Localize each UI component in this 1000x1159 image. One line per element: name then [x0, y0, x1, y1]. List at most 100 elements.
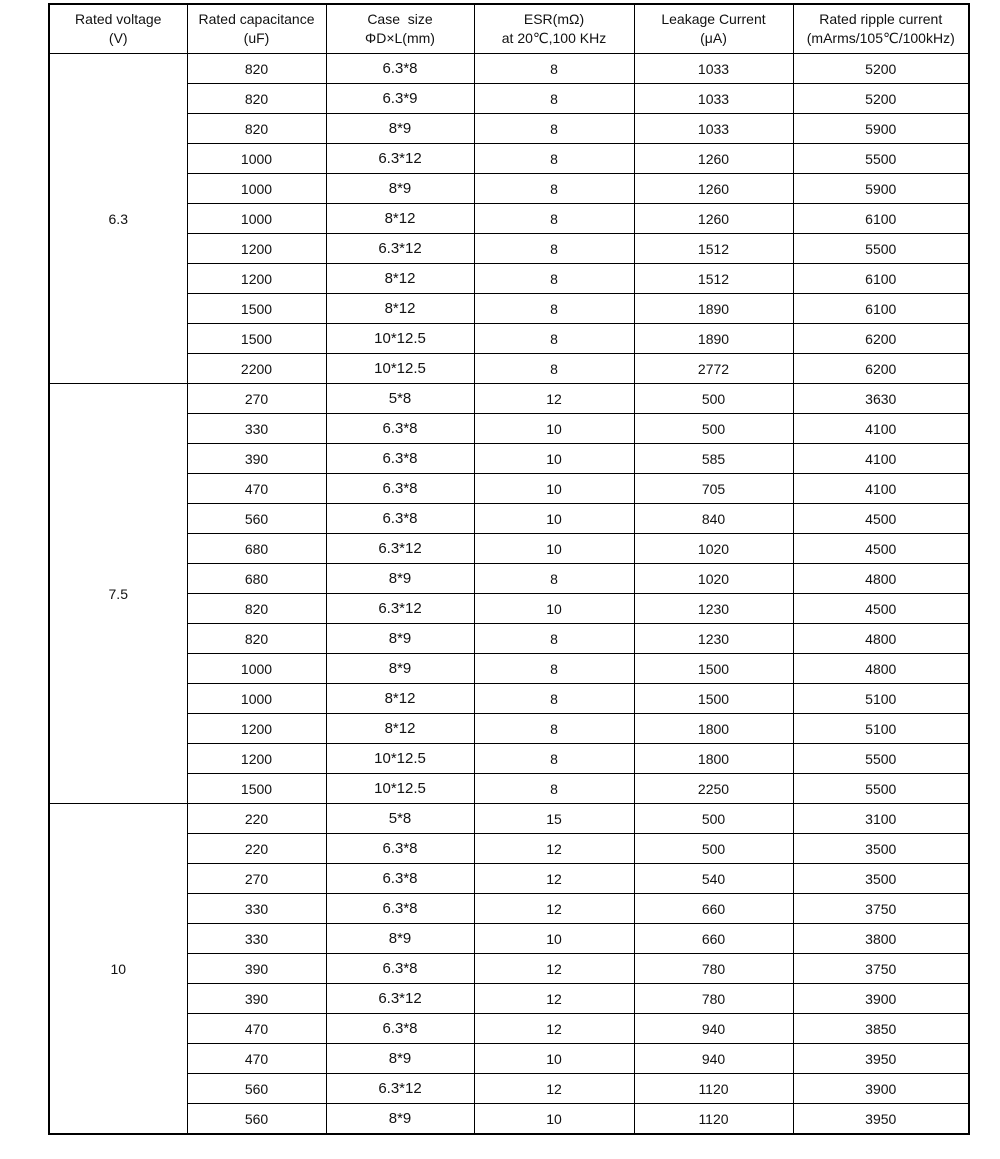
data-cell: 3630: [792, 383, 970, 414]
table-row: 1200 10*12.5 8 1800 5500: [49, 743, 970, 774]
data-cell: 8: [473, 293, 635, 324]
data-cell: 5500: [792, 233, 970, 264]
data-cell: 1512: [633, 233, 794, 264]
data-cell: 8*9: [325, 113, 475, 144]
data-cell: 6.3*8: [325, 893, 475, 924]
table-row: 820 6.3*9 8 1033 5200: [49, 83, 970, 114]
data-cell: 390: [186, 953, 327, 984]
data-cell: 1500: [186, 293, 327, 324]
header-line: at 20℃,100 KHz: [501, 30, 607, 46]
data-cell: 1800: [633, 743, 794, 774]
table-row: 390 6.3*12 12 780 3900: [49, 983, 970, 1014]
table-row: 10 220 5*8 15 500 3100: [48, 803, 970, 1135]
table-row: 820 6.3*12 10 1230 4500: [49, 593, 970, 624]
data-cell: 3500: [792, 863, 970, 894]
data-cell: 12: [473, 893, 635, 924]
table-row: 330 8*9 10 660 3800: [49, 923, 970, 954]
table-row: 470 6.3*8 10 705 4100: [49, 473, 970, 504]
data-cell: 390: [186, 443, 327, 474]
data-cell: 5*8: [325, 803, 475, 834]
data-cell: 3500: [792, 833, 970, 864]
data-cell: 3900: [792, 983, 970, 1014]
data-cell: 1230: [633, 623, 794, 654]
data-cell: 10*12.5: [325, 323, 475, 354]
data-cell: 6100: [792, 293, 970, 324]
table-row: 1500 10*12.5 8 2250 5500: [49, 773, 970, 804]
data-cell: 940: [633, 1013, 794, 1044]
data-cell: 500: [633, 383, 794, 414]
data-cell: 470: [186, 1013, 327, 1044]
data-cell: 3800: [792, 923, 970, 954]
data-cell: 5500: [792, 773, 970, 804]
table-row: 1200 8*12 8 1800 5100: [49, 713, 970, 744]
data-cell: 1120: [633, 1103, 794, 1135]
data-cell: 5200: [792, 53, 970, 84]
data-cell: 2250: [633, 773, 794, 804]
header-line: Case size: [367, 11, 433, 27]
table-row: 2200 10*12.5 8 2772 6200: [49, 353, 970, 384]
data-cell: 10: [473, 1103, 635, 1135]
data-cell: 6.3*8: [325, 473, 475, 504]
data-cell: 5500: [792, 143, 970, 174]
data-cell: 2200: [186, 353, 327, 384]
data-cell: 6200: [792, 323, 970, 354]
table-row: 6.3 820 6.3*8 8 1033 5200: [48, 53, 970, 384]
data-cell: 6100: [792, 203, 970, 234]
data-cell: 660: [633, 923, 794, 954]
data-cell: 10*12.5: [325, 773, 475, 804]
data-cell: 820: [186, 623, 327, 654]
data-cell: 840: [633, 503, 794, 534]
data-cell: 1000: [186, 653, 327, 684]
data-cell: 6.3*8: [325, 413, 475, 444]
data-cell: 940: [633, 1043, 794, 1074]
table-row: 330 6.3*8 10 500 4100: [49, 413, 970, 444]
data-cell: 10: [473, 593, 635, 624]
data-cell: 3100: [792, 803, 970, 834]
table-row: 560 8*9 10 1120 3950: [49, 1103, 970, 1135]
data-cell: 8*12: [325, 263, 475, 294]
data-cell: 6.3*12: [325, 143, 475, 174]
data-cell: 12: [473, 1013, 635, 1044]
data-cell: 10*12.5: [325, 353, 475, 384]
table-row: 1000 8*12 8 1260 6100: [49, 203, 970, 234]
data-cell: 12: [473, 983, 635, 1014]
data-cell: 4800: [792, 623, 970, 654]
data-cell: 3750: [792, 953, 970, 984]
table-row: 470 6.3*8 12 940 3850: [49, 1013, 970, 1044]
data-cell: 6.3*8: [325, 833, 475, 864]
data-cell: 6100: [792, 263, 970, 294]
table-row: 1200 6.3*12 8 1512 5500: [49, 233, 970, 264]
data-cell: 6.3*9: [325, 83, 475, 114]
data-cell: 1260: [633, 173, 794, 204]
data-cell: 8: [473, 713, 635, 744]
data-cell: 8*9: [325, 653, 475, 684]
header-cell: ESR(mΩ) at 20℃,100 KHz: [473, 3, 635, 54]
data-cell: 1033: [633, 53, 794, 84]
data-cell: 1033: [633, 113, 794, 144]
data-cell: 680: [186, 533, 327, 564]
data-cell: 8: [473, 83, 635, 114]
data-cell: 780: [633, 953, 794, 984]
data-cell: 12: [473, 863, 635, 894]
header-line: (uF): [243, 30, 270, 46]
table-row: 820 8*9 8 1033 5900: [49, 113, 970, 144]
data-cell: 1200: [186, 263, 327, 294]
header-line: Leakage Current: [661, 11, 766, 27]
data-cell: 4800: [792, 653, 970, 684]
data-cell: 5900: [792, 173, 970, 204]
data-cell: 705: [633, 473, 794, 504]
data-cell: 6.3*12: [325, 593, 475, 624]
data-cell: 8: [473, 143, 635, 174]
data-cell: 8*12: [325, 293, 475, 324]
data-cell: 780: [633, 983, 794, 1014]
voltage-cell: 7.5: [48, 383, 188, 804]
data-cell: 8: [473, 233, 635, 264]
data-cell: 5200: [792, 83, 970, 114]
header-line: (V): [108, 30, 128, 46]
header-cell: Leakage Current (μA): [633, 3, 794, 54]
data-cell: 8*9: [325, 923, 475, 954]
data-cell: 6.3*8: [325, 443, 475, 474]
data-cell: 10: [473, 923, 635, 954]
table-row: 270 6.3*8 12 540 3500: [49, 863, 970, 894]
